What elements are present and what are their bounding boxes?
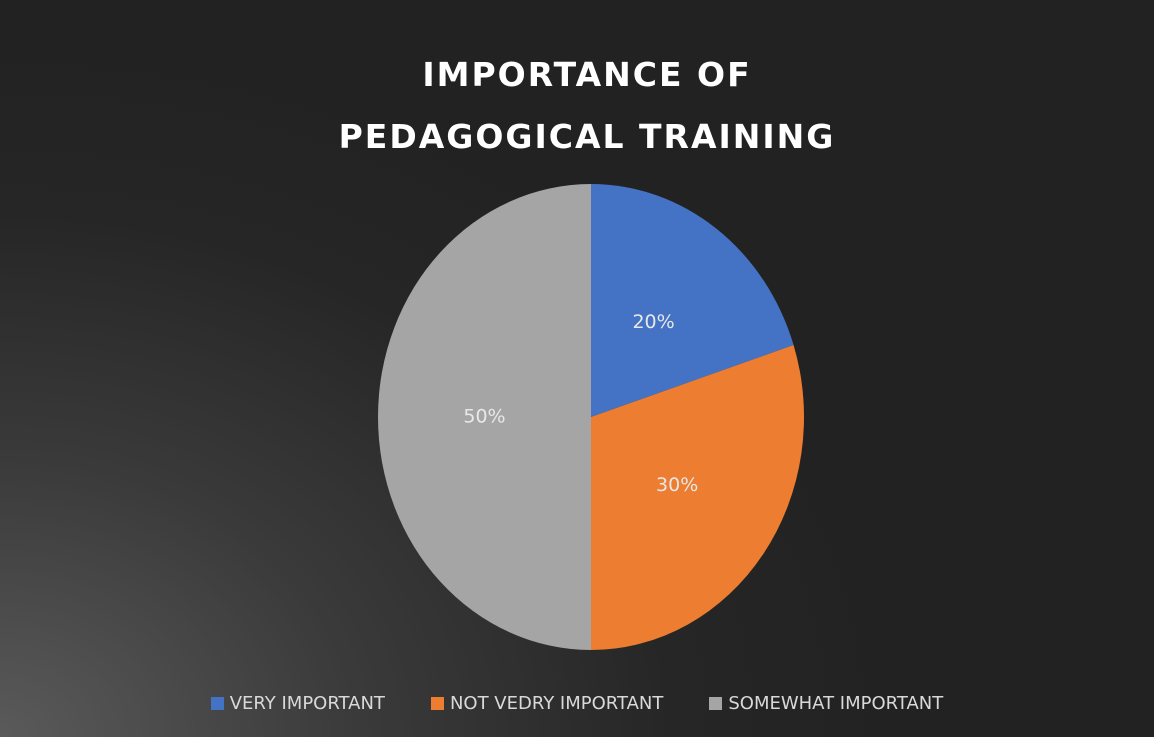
- legend-swatch: [210, 697, 224, 710]
- legend-label: SOMEWHAT IMPORTANT: [728, 693, 944, 714]
- data-label: 50%: [463, 406, 505, 428]
- pie-slice: [591, 344, 804, 650]
- legend-swatch: [430, 697, 444, 710]
- chart-title: IMPORTANCE OF PEDAGOGICAL TRAINING: [338, 55, 836, 156]
- data-label: 20%: [632, 311, 674, 333]
- pie-slice: [591, 184, 794, 417]
- data-label: 30%: [656, 474, 698, 496]
- legend-item: NOT VEDRY IMPORTANT: [430, 693, 664, 714]
- pie-slice: [378, 184, 591, 650]
- legend-item: VERY IMPORTANT: [210, 693, 385, 714]
- legend-item: SOMEWHAT IMPORTANT: [709, 693, 943, 714]
- legend-label: VERY IMPORTANT: [229, 693, 385, 714]
- legend-label: NOT VEDRY IMPORTANT: [449, 693, 664, 714]
- legend-swatch: [709, 697, 723, 710]
- legend: VERY IMPORTANT NOT VEDRY IMPORTANT SOMEWHA…: [0, 693, 1154, 714]
